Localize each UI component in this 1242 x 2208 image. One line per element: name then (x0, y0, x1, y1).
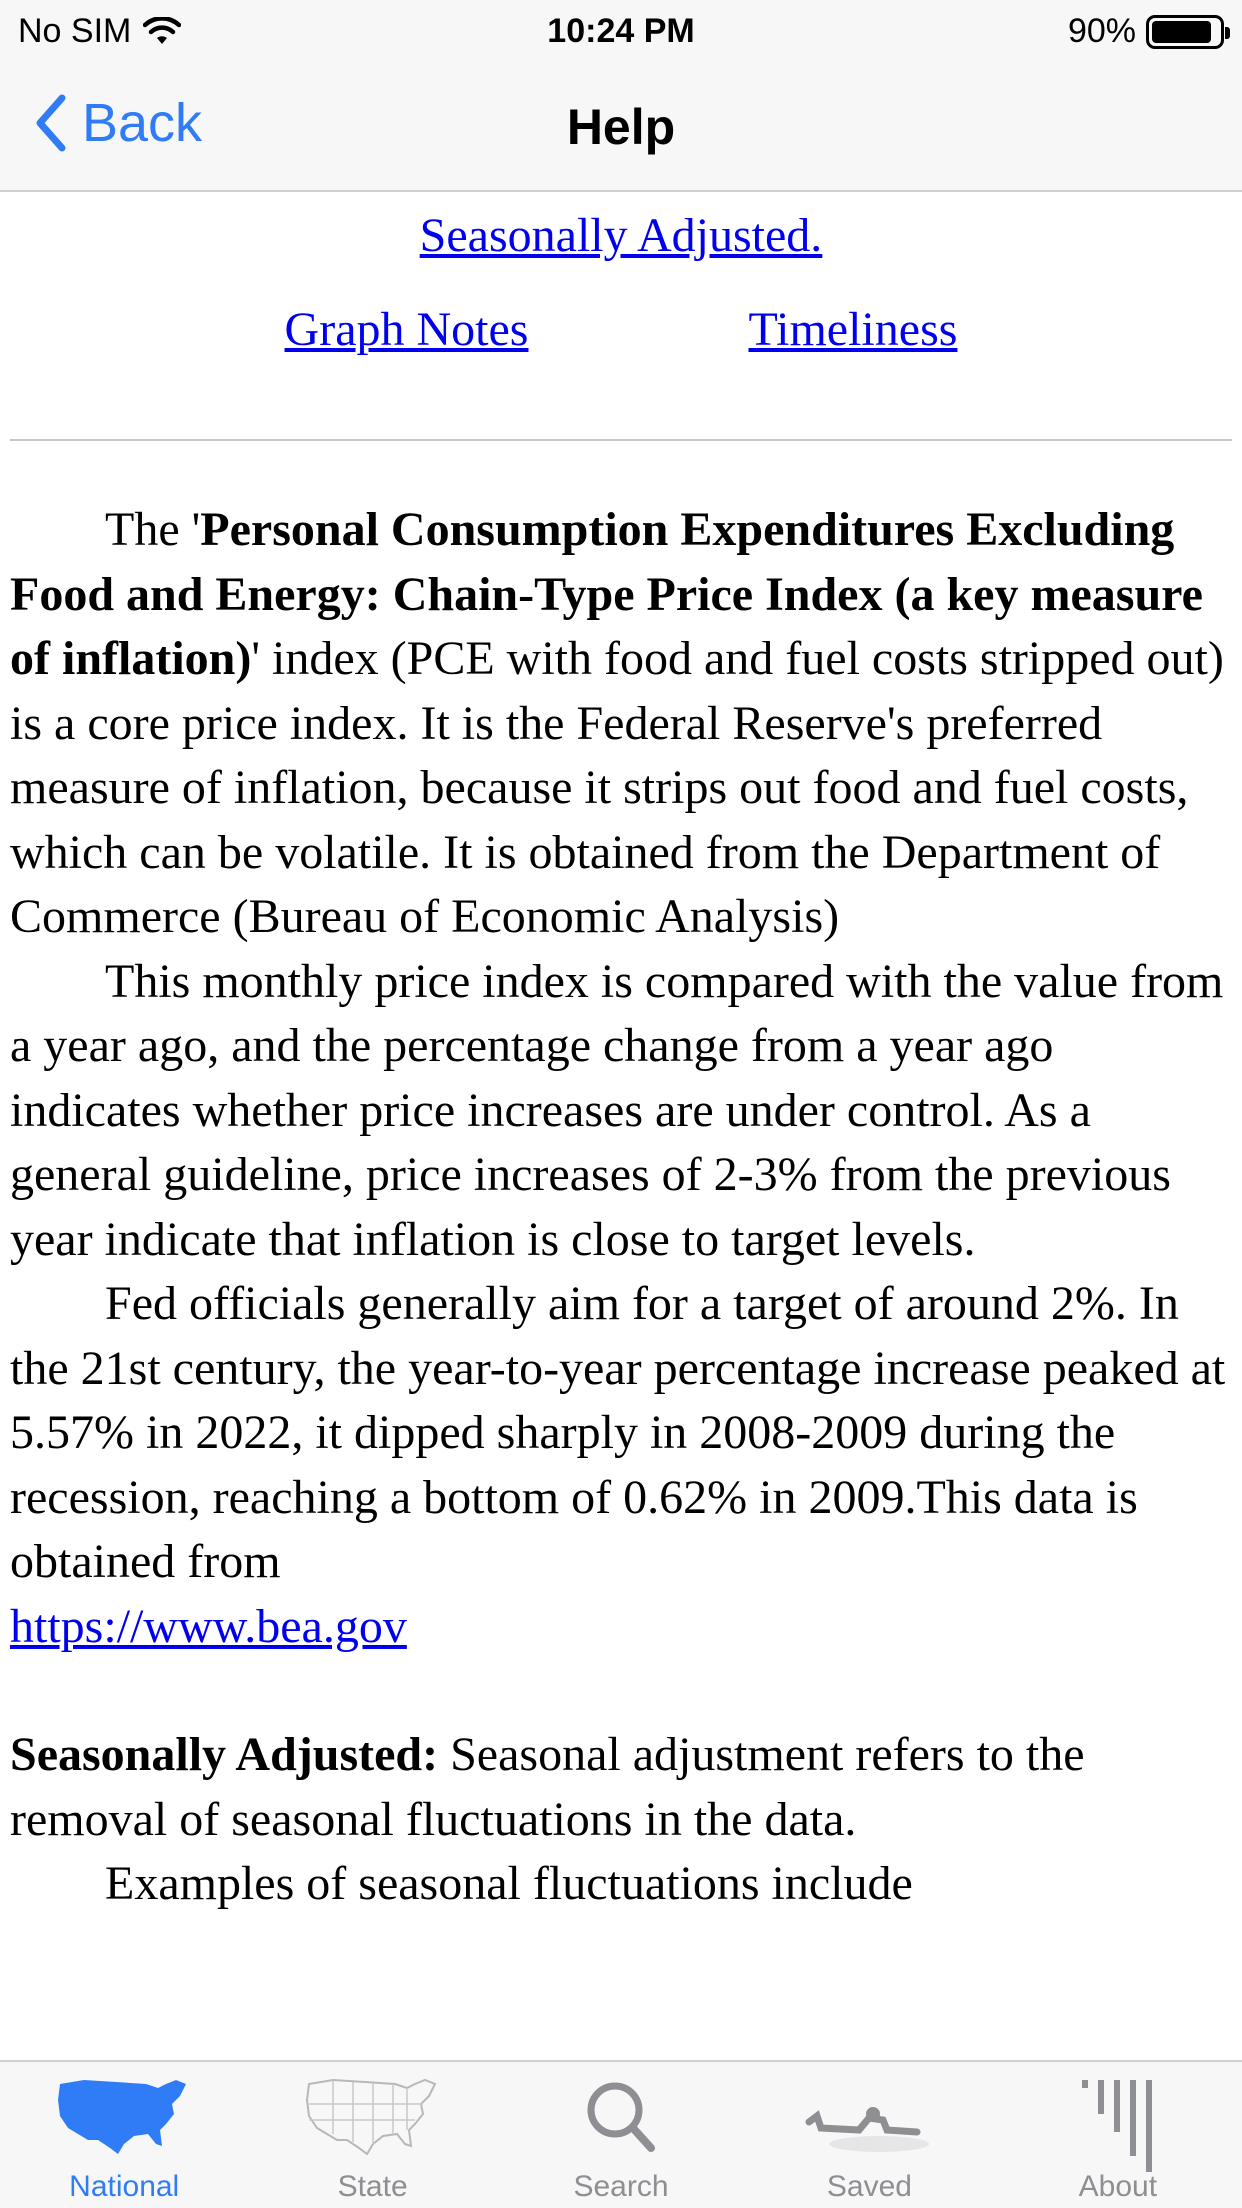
status-right: 90% (1067, 12, 1230, 51)
tab-label-state: State (337, 2170, 408, 2203)
paragraph-target: Fed officials generally aim for a target… (10, 1272, 1234, 1659)
intro-text: The ' (105, 503, 201, 556)
tab-label-about: About (1078, 2170, 1158, 2203)
intro-rest: ' index (PCE with food and fuel costs st… (10, 632, 1224, 943)
saved-icon (805, 2107, 930, 2152)
divider (10, 439, 1232, 441)
paragraph-seasonal: Seasonally Adjusted: Seasonal adjustment… (10, 1723, 1234, 1852)
about-bars-icon (1081, 2080, 1152, 2172)
status-time: 10:24 PM (547, 12, 695, 50)
status-left: No SIM (18, 12, 182, 51)
back-button[interactable]: Back (34, 92, 202, 154)
paragraph-comparison: This monthly price index is compared wit… (10, 954, 1224, 1266)
paragraph-examples: Examples of seasonal fluctuations includ… (105, 1857, 913, 1910)
timeliness-link[interactable]: Timeliness (748, 303, 958, 356)
magnifier-icon (587, 2082, 656, 2152)
battery-level (1152, 20, 1212, 43)
us-states-map-icon (305, 2078, 436, 2156)
seasonally-adjusted-link[interactable]: Seasonally Adjusted. (419, 209, 823, 262)
spacer (10, 1659, 1234, 1723)
status-bar: No SIM 10:24 PM 90% (0, 0, 1242, 62)
page-title: Help (566, 99, 676, 155)
back-label: Back (82, 93, 203, 153)
tab-bar: National State Search Saved About (0, 2060, 1242, 2208)
battery-percent: 90% (1067, 12, 1136, 50)
help-body: The 'Personal Consumption Expenditures E… (10, 498, 1234, 1917)
bea-source-link[interactable]: https://www.bea.gov (10, 1599, 407, 1653)
tab-label-national: National (69, 2170, 180, 2203)
battery-cap (1225, 26, 1230, 39)
seasonal-heading: Seasonally Adjusted: (10, 1728, 439, 1781)
tab-national[interactable]: National (0, 2062, 248, 2208)
chevron-left-icon (36, 94, 66, 152)
tab-label-search: Search (573, 2170, 669, 2203)
wifi-icon (143, 16, 182, 44)
target-text: Fed officials generally aim for a target… (10, 1277, 1226, 1588)
navigation-bar: Back Help (0, 62, 1242, 192)
battery-icon (1146, 14, 1230, 49)
top-link-row: Seasonally Adjusted. (0, 192, 1242, 288)
help-content[interactable]: Seasonally Adjusted. Graph Notes Timelin… (0, 192, 1242, 2060)
tab-saved[interactable]: Saved (745, 2062, 993, 2208)
tab-state[interactable]: State (248, 2062, 496, 2208)
tab-label-saved: Saved (826, 2170, 912, 2203)
graph-notes-link[interactable]: Graph Notes (284, 303, 529, 356)
paragraph-intro: The 'Personal Consumption Expenditures E… (10, 498, 1234, 950)
link-pair-row: Graph Notes Timeliness (0, 288, 1242, 378)
carrier-label: No SIM (18, 12, 132, 50)
tab-search[interactable]: Search (497, 2062, 745, 2208)
us-map-filled-icon (58, 2080, 187, 2154)
tab-about[interactable]: About (994, 2062, 1242, 2208)
index-name: Personal Consumption Expenditures Exclud… (10, 503, 1203, 685)
seasonal-text: Seasonal adjustment refers to the remova… (10, 1728, 1085, 1846)
